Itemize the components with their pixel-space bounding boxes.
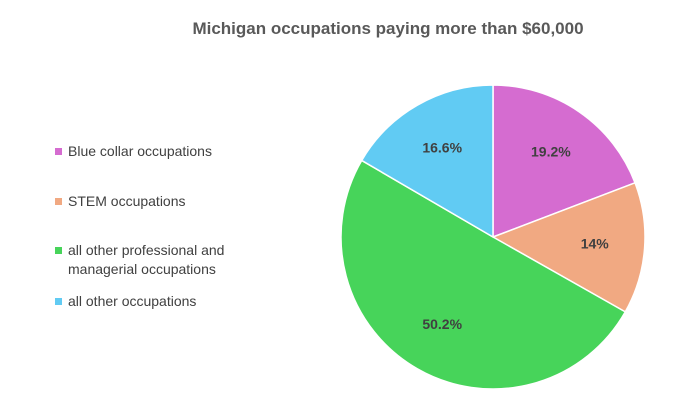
pie-slice-other-professional <box>340 159 627 390</box>
legend-label: all other occupations <box>68 293 197 309</box>
legend-swatch <box>55 148 62 155</box>
legend-item-stem: STEM occupations <box>55 192 268 211</box>
pie-labels: 19.2% 14% 50.2% 16.6% <box>422 139 609 332</box>
legend-swatch <box>55 298 62 305</box>
data-label-stem: 14% <box>581 235 610 251</box>
legend-label: Blue collar occupations <box>68 143 212 159</box>
legend-item-blue-collar: Blue collar occupations <box>55 142 268 161</box>
legend-item-other: all other occupations <box>55 292 268 311</box>
pie-slice-stem <box>491 181 646 313</box>
chart-title: Michigan occupations paying more than $6… <box>192 19 584 38</box>
legend-item-other-professional: all other professional and managerial oc… <box>55 241 268 279</box>
pie-slice-other <box>360 84 494 239</box>
legend-swatch <box>55 198 62 205</box>
pie-slices <box>340 84 646 390</box>
pie-slice-blue-collar <box>492 84 636 239</box>
data-label-blue-collar: 19.2% <box>531 144 571 160</box>
legend-label: STEM occupations <box>68 193 186 209</box>
legend-swatch <box>55 247 62 254</box>
data-label-other-professional: 50.2% <box>422 316 462 332</box>
legend-label: all other professional and managerial oc… <box>68 242 225 277</box>
data-label-other: 16.6% <box>422 139 462 155</box>
